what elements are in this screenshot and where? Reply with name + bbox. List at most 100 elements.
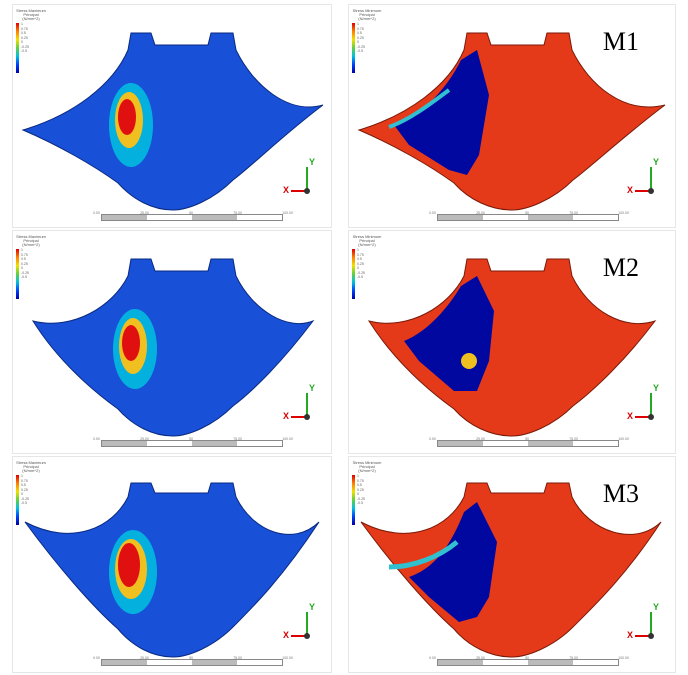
legend-ticks: 1 0.75 0.5 0.25 0 -0.25 -0.5 [21,22,29,54]
triad-y-label: Y [652,383,659,393]
tick: -0.5 [21,49,28,53]
triad-y-label: Y [652,602,659,612]
axis-triad-icon: X Y [627,157,661,197]
model-label: M3 [602,479,639,508]
mandible-shape [367,258,657,437]
stress-legend: Stress Maximum Principal (N/mm^2) [16,461,46,473]
scale-tick: 0.00 [429,656,436,660]
legend-title: Stress Minimum Principal (N/mm^2) [352,8,382,21]
mandible-shape [31,258,315,437]
model-render [24,482,320,658]
scale-tick: 75.00 [233,656,242,660]
scale-tick: 75.00 [569,211,578,215]
legend-title: Stress Maximum Principal (N/mm^2) [16,234,46,247]
scale-tick: 75.00 [569,656,578,660]
scale-bar [437,440,619,447]
tick: 0 [21,266,23,270]
colorbar [352,249,355,299]
axis-triad-icon: X Y [283,383,317,423]
stress-legend: Stress Maximum Principal (N/mm^2) [16,9,46,21]
tick: 0 [21,40,23,44]
tick: 1 [357,22,359,26]
tick: -0.25 [21,496,29,501]
tick: -0.25 [357,270,365,275]
tick: -0.5 [357,501,364,505]
colorbar [16,249,19,299]
tick: 0.75 [357,26,364,31]
scale-tick: 50 [189,656,193,660]
tick: 0.25 [21,261,28,266]
scale-tick: 50 [525,656,529,660]
colorbar [352,23,355,73]
scale-tick: 0.00 [429,211,436,215]
stress-legend: Stress Maximum Principal (N/mm^2) [16,235,46,247]
scale-tick: 100.00 [282,437,293,441]
tick: -0.5 [21,275,28,279]
model-render [21,32,324,211]
scale-tick: 25.00 [476,211,485,215]
stress-legend: Stress Minimum Principal (N/mm^2) [352,9,382,21]
colorbar [16,475,19,525]
model-label: M2 [602,253,639,282]
tick: 0.5 [21,483,26,487]
model-render [360,482,662,658]
tick: 0.25 [21,35,28,40]
tick: -0.5 [357,275,364,279]
scale-labels: 0.00 25.00 50 75.00 100.00 [429,437,629,441]
scale-tick: 100.00 [618,656,629,660]
triad-y-label: Y [308,383,315,393]
tick: 0.75 [21,478,28,483]
panel-m3-max-principal: Stress Maximum Principal (N/mm^2) 1 0.75 0… [12,456,332,673]
triad-x-label: X [627,185,634,195]
axis-triad-icon: X Y [627,602,661,642]
triad-y-label: Y [308,157,315,167]
mandible-shape [360,482,662,658]
scale-tick: 25.00 [476,437,485,441]
scale-tick: 50 [189,437,193,441]
tick: 1 [21,22,23,26]
scale-bar [101,659,283,666]
tick: 1 [357,474,359,478]
legend-ticks: 1 0.75 0.5 0.25 0 -0.25 -0.5 [357,248,365,280]
scale-tick: 50 [525,437,529,441]
colorbar [352,475,355,525]
tick: 0.25 [357,487,364,492]
scale-tick: 0.00 [429,437,436,441]
tick: 0 [21,492,23,496]
triad-x-label: X [283,630,290,640]
triad-y-label: Y [308,602,315,612]
tick: 0.5 [357,257,362,261]
mandible-shape [24,482,320,658]
tick: -0.25 [357,44,365,49]
stress-legend: Stress Minimum Principal (N/mm^2) [352,461,382,473]
tick: 0.25 [357,35,364,40]
tick: 0.5 [357,483,362,487]
scale-labels: 0.00 25.00 50 75.00 100.00 [429,211,629,215]
axis-triad-icon: X Y [283,602,317,642]
panel-m2-max-principal: Stress Maximum Principal (N/mm^2) 1 0.75 0… [12,230,332,454]
axis-triad-icon: X Y [627,383,661,423]
triad-x-label: X [627,630,634,640]
legend-ticks: 1 0.75 0.5 0.25 0 -0.25 -0.5 [21,248,29,280]
legend-ticks: 1 0.75 0.5 0.25 0 -0.25 -0.5 [357,474,365,506]
tick: 0.75 [21,26,28,31]
legend-ticks: 1 0.75 0.5 0.25 0 -0.25 -0.5 [357,22,365,54]
scale-tick: 75.00 [233,437,242,441]
tick: 0 [357,492,359,496]
tick: -0.25 [21,44,29,49]
scale-bar [101,440,283,447]
axis-triad-icon: X Y [283,157,317,197]
scale-labels: 0.00 25.00 50 75.00 100.00 [93,211,293,215]
panel-m3-min-principal: Stress Minimum Principal (N/mm^2) 1 0.75 0… [348,456,676,673]
scale-labels: 0.00 25.00 50 75.00 100.00 [93,437,293,441]
legend-ticks: 1 0.75 0.5 0.25 0 -0.25 -0.5 [21,474,29,506]
stress-legend: Stress Minimum Principal (N/mm^2) [352,235,382,247]
panel-m1-min-principal: Stress Minimum Principal (N/mm^2) 1 0.75 0… [348,4,676,228]
tick: 1 [357,248,359,252]
model-label: M1 [602,27,639,56]
tick: -0.25 [21,270,29,275]
scale-tick: 100.00 [282,656,293,660]
scale-tick: 25.00 [140,656,149,660]
scale-tick: 0.00 [93,211,100,215]
panel-m1-max-principal: Stress Maximum Principal (N/mm^2) 1 0.75 0… [12,4,332,228]
